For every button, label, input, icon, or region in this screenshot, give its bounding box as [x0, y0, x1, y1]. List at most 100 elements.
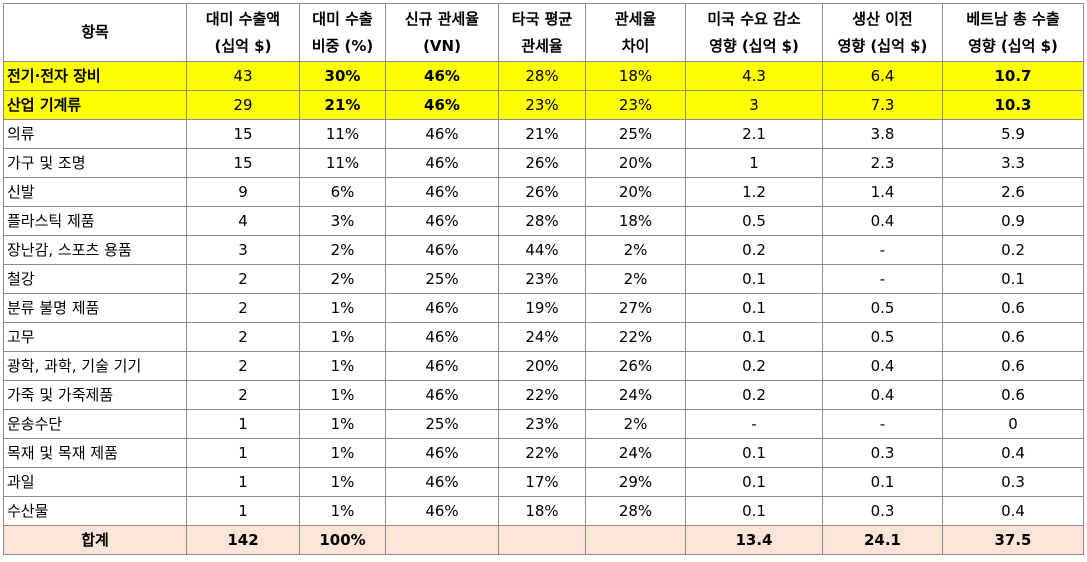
- table-cell: 29: [186, 90, 300, 120]
- table-cell: 46%: [385, 380, 499, 410]
- table-row: 운송수단 1 1% 25% 23% 2% - -0: [3, 409, 1084, 439]
- table-body: 전기·전자 장비 43 30% 46% 28% 18% 4.3 6.4 10.7 산업 기계류 29…: [3, 61, 1084, 555]
- table-cell: 46%: [385, 148, 499, 178]
- table-cell: 0.4: [942, 438, 1084, 468]
- table-cell: 2: [186, 380, 300, 410]
- column-header: 항목: [3, 3, 187, 62]
- table-cell: 46%: [385, 177, 499, 207]
- column-header-line: 관세율: [521, 36, 563, 55]
- column-header-line: 타국 평균: [511, 9, 573, 28]
- total-cell: [585, 525, 686, 555]
- table-cell: 25%: [385, 264, 499, 294]
- total-row: 합계 142 100% 13.4 24.1 37.5: [3, 525, 1084, 555]
- column-header-line: 대미 수출: [312, 9, 373, 28]
- column-header-line: (십억 $): [214, 36, 272, 55]
- total-cell: [385, 525, 499, 555]
- table-cell: 46%: [385, 496, 499, 526]
- table-cell: 22%: [498, 438, 586, 468]
- table-cell: 28%: [498, 206, 586, 236]
- table-cell: 0.1: [685, 438, 823, 468]
- table-cell: 1: [685, 148, 823, 178]
- table-cell: 46%: [385, 467, 499, 497]
- column-header-line: 생산 이전: [852, 9, 913, 28]
- column-header: 관세율 차이: [585, 3, 686, 62]
- table-cell: 4.3: [685, 61, 823, 91]
- table-cell: 30%: [299, 61, 386, 91]
- column-header: 생산 이전 영향 (십억 $): [822, 3, 943, 62]
- table-cell: 0.2: [685, 380, 823, 410]
- row-label: 가죽 및 가죽제품: [3, 380, 187, 410]
- column-header-line: 비중 (%): [311, 36, 374, 55]
- table-cell: 0.5: [685, 206, 823, 236]
- table-cell: 46%: [385, 438, 499, 468]
- table-row: 광학, 과학, 기술 기기 2 1% 46% 20% 26% 0.2 0.4 0.6: [3, 351, 1084, 381]
- table-cell: 0.6: [942, 380, 1084, 410]
- table-cell: 2.3: [822, 148, 943, 178]
- table-cell: 9: [186, 177, 300, 207]
- table-cell: 1: [186, 409, 300, 439]
- table-cell: 20%: [585, 177, 686, 207]
- table-cell: 0.2: [685, 351, 823, 381]
- table-cell: 0.3: [822, 438, 943, 468]
- total-cell: 142: [186, 525, 300, 555]
- table-cell: 1.2: [685, 177, 823, 207]
- column-header-line: 관세율: [614, 9, 657, 28]
- column-header-line: 신규 관세율: [404, 9, 480, 28]
- table-cell: 0.1: [942, 264, 1084, 294]
- table-cell: 0.6: [942, 351, 1084, 381]
- table-row: 산업 기계류 29 21% 46% 23% 23% 3 7.3 10.3: [3, 90, 1084, 120]
- table-cell: 26%: [498, 177, 586, 207]
- row-label: 목재 및 목재 제품: [3, 438, 187, 468]
- table-cell: 0.6: [942, 293, 1084, 323]
- table-cell: 1.4: [822, 177, 943, 207]
- total-cell: 13.4: [685, 525, 823, 555]
- table-cell: 2%: [585, 264, 686, 294]
- table-cell: 19%: [498, 293, 586, 323]
- table-cell: 10.3: [942, 90, 1084, 120]
- table-cell: 22%: [585, 322, 686, 352]
- table-cell: 6%: [299, 177, 386, 207]
- table-cell: 2: [186, 322, 300, 352]
- table-cell: 2%: [585, 409, 686, 439]
- table-cell: 1: [186, 438, 300, 468]
- table-cell: 29%: [585, 467, 686, 497]
- table-cell: 46%: [385, 293, 499, 323]
- table-cell: 0.5: [822, 322, 943, 352]
- table-row: 장난감, 스포츠 용품 3 2% 46% 44% 2% 0.2-0.2: [3, 235, 1084, 265]
- table-cell: 46%: [385, 322, 499, 352]
- table-cell: 0.1: [685, 496, 823, 526]
- table-cell: 7.3: [822, 90, 943, 120]
- table-cell: 4: [186, 206, 300, 236]
- table-cell: 2.1: [685, 119, 823, 149]
- table-cell: 0.1: [822, 467, 943, 497]
- column-header-line: (VN): [423, 36, 461, 55]
- table-cell: 3.3: [942, 148, 1084, 178]
- table-row: 철강 2 2% 25% 23% 2% 0.1-0.1: [3, 264, 1084, 294]
- table-cell: 1%: [299, 380, 386, 410]
- table-cell: -: [822, 264, 943, 294]
- row-label: 가구 및 조명: [3, 148, 187, 178]
- table-cell: 21%: [498, 119, 586, 149]
- row-label: 전기·전자 장비: [3, 61, 187, 91]
- table-cell: 0: [942, 409, 1084, 439]
- export-impact-table: 항목 대미 수출액 (십억 $) 대미 수출 비중 (%) 신규 관세율 (VN) 타국 평균…: [3, 3, 1084, 555]
- table-row: 플라스틱 제품 4 3% 46% 28% 18% 0.5 0.4 0.9: [3, 206, 1084, 236]
- table-cell: 28%: [585, 496, 686, 526]
- table-cell: 11%: [299, 119, 386, 149]
- table-cell: 18%: [585, 206, 686, 236]
- table-cell: 26%: [498, 148, 586, 178]
- table-cell: 0.1: [685, 293, 823, 323]
- table-cell: 24%: [585, 380, 686, 410]
- table-cell: 10.7: [942, 61, 1084, 91]
- row-label: 과일: [3, 467, 187, 497]
- table-cell: 0.1: [685, 322, 823, 352]
- table-cell: 17%: [498, 467, 586, 497]
- table-cell: 25%: [385, 409, 499, 439]
- row-label: 고무: [3, 322, 187, 352]
- table-cell: 23%: [498, 264, 586, 294]
- table-cell: 20%: [498, 351, 586, 381]
- table-cell: 24%: [585, 438, 686, 468]
- table-cell: 23%: [498, 409, 586, 439]
